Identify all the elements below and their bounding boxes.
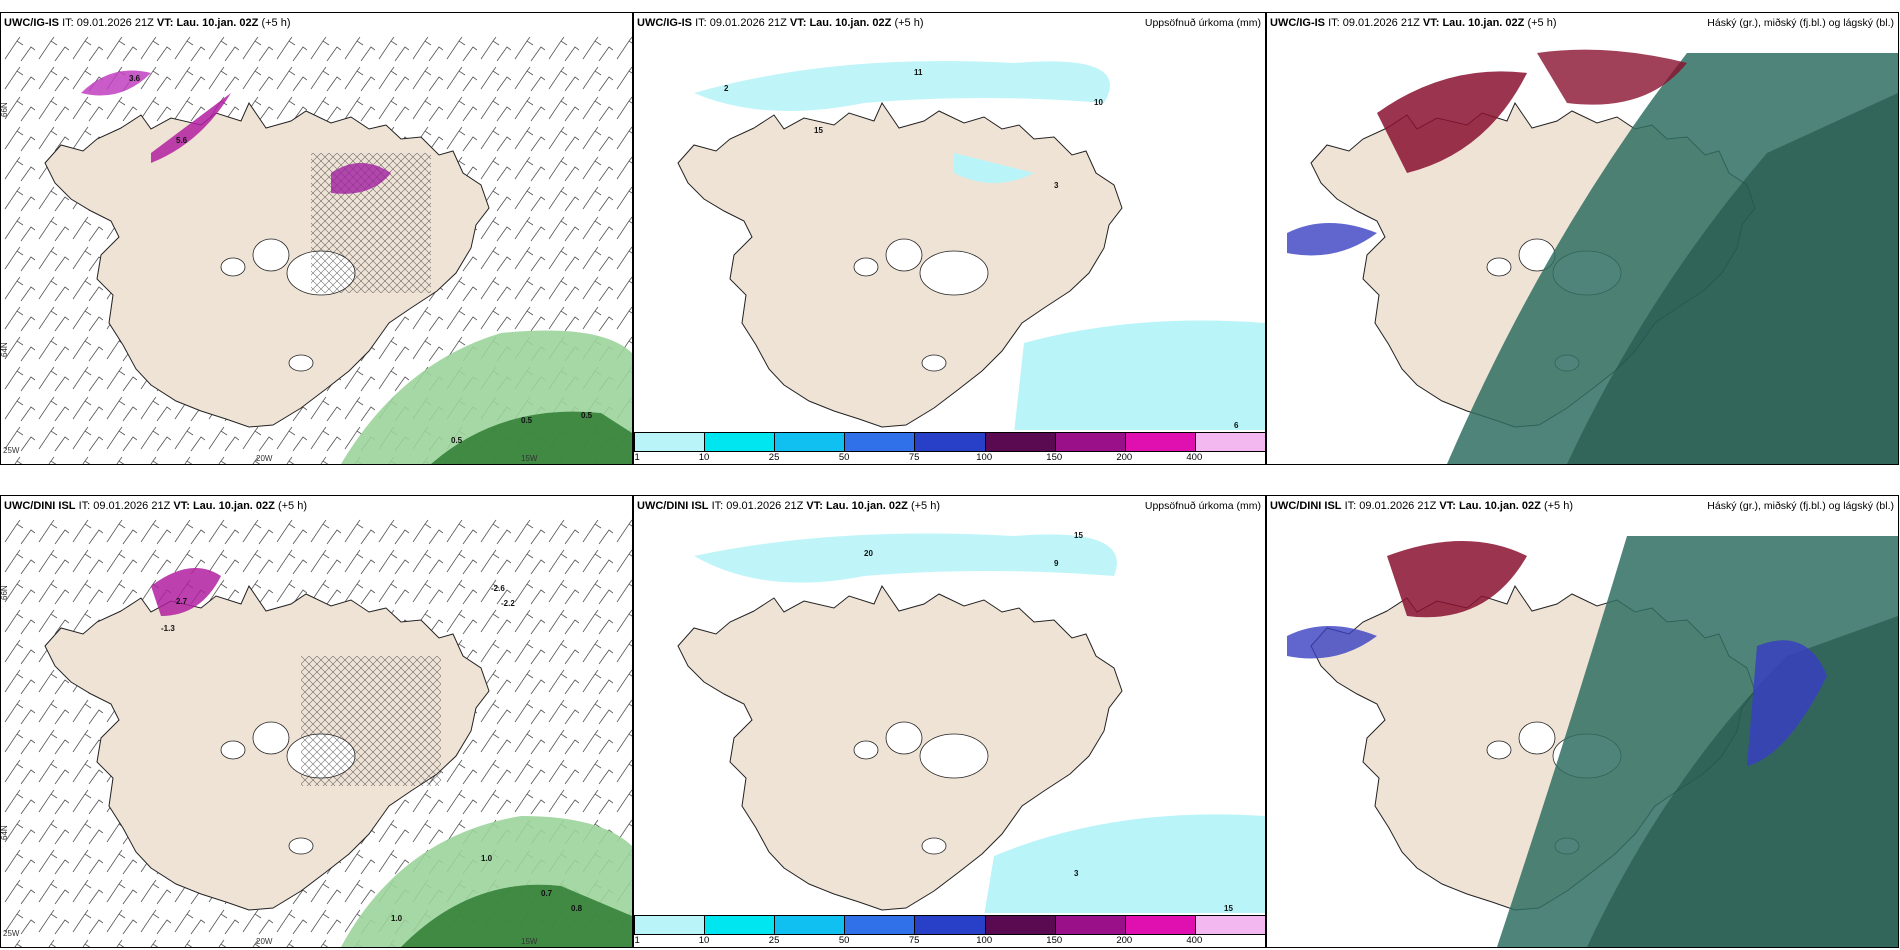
svg-text:0.5: 0.5: [581, 411, 593, 420]
svg-text:10: 10: [1094, 98, 1103, 107]
svg-text:25W: 25W: [3, 446, 20, 455]
wind-map: 2.7 -1.3 -2.6 -2.2 1.0 1.0 0.7 0.8 66N 6…: [1, 516, 632, 947]
svg-text:66N: 66N: [1, 585, 9, 600]
cloud-title: Háský (gr.), miðský (fj.bl.) og lágský (…: [1707, 17, 1894, 29]
svg-text:15: 15: [1224, 904, 1233, 913]
panel-header: UWC/IG-IS IT: 09.01.2026 21Z VT: Lau. 10…: [1, 13, 632, 33]
svg-text:1.0: 1.0: [481, 854, 493, 863]
svg-text:25W: 25W: [3, 929, 20, 938]
svg-text:15: 15: [1074, 531, 1083, 540]
svg-text:15: 15: [814, 126, 823, 135]
precip-colorbar: 1 10 25 50 75 100 150 200 400: [634, 913, 1265, 947]
panel-header: UWC/DINI ISL IT: 09.01.2026 21Z VT: Lau.…: [1, 496, 632, 516]
cloud-map: [1287, 536, 1898, 947]
cloud-map: [1287, 49, 1898, 464]
svg-text:0.5: 0.5: [451, 436, 463, 445]
svg-text:20W: 20W: [256, 454, 273, 463]
svg-text:-1.3: -1.3: [161, 624, 175, 633]
svg-text:5.6: 5.6: [176, 136, 188, 145]
svg-text:11: 11: [914, 68, 923, 77]
svg-text:2: 2: [724, 84, 729, 93]
precip-title: Uppsöfnuð úrkoma (mm): [1144, 17, 1261, 29]
panel-cloud-ig-is: UWC/IG-IS IT: 09.01.2026 21Z VT: Lau. 10…: [1266, 12, 1899, 465]
svg-text:1.0: 1.0: [391, 914, 403, 923]
panel-precip-ig-is: UWC/IG-IS IT: 09.01.2026 21Z VT: Lau. 10…: [633, 12, 1266, 465]
panel-cloud-dini: UWC/DINI ISL IT: 09.01.2026 21Z VT: Lau.…: [1266, 495, 1899, 948]
svg-text:20W: 20W: [256, 937, 273, 946]
svg-text:0.7: 0.7: [541, 889, 553, 898]
svg-text:15W: 15W: [521, 937, 538, 946]
svg-text:0.8: 0.8: [571, 904, 583, 913]
precip-colorbar: 1 10 25 50 75 100 150 200 400: [634, 430, 1265, 464]
svg-text:9: 9: [1054, 559, 1059, 568]
lat-label-66n: 66N: [1, 102, 9, 117]
svg-text:-2.6: -2.6: [491, 584, 505, 593]
svg-text:0.5: 0.5: [521, 416, 533, 425]
svg-text:15W: 15W: [521, 454, 538, 463]
wind-map: 3.6 5.6 0.5 0.5 0.5 66N 64N 25W 20W 15W: [1, 33, 632, 464]
panel-wind-ig-is: UWC/IG-IS IT: 09.01.2026 21Z VT: Lau. 10…: [0, 12, 633, 465]
svg-text:3: 3: [1074, 869, 1079, 878]
panel-header: UWC/DINI ISL IT: 09.01.2026 21Z VT: Lau.…: [1267, 496, 1898, 516]
panel-header: UWC/DINI ISL IT: 09.01.2026 21Z VT: Lau.…: [634, 496, 1265, 516]
panel-precip-dini: UWC/DINI ISL IT: 09.01.2026 21Z VT: Lau.…: [633, 495, 1266, 948]
precip-map: 20 15 9 3 15: [677, 531, 1265, 916]
panel-header: UWC/IG-IS IT: 09.01.2026 21Z VT: Lau. 10…: [1267, 13, 1898, 33]
svg-text:3: 3: [1054, 181, 1059, 190]
svg-text:64N: 64N: [1, 825, 9, 840]
panel-wind-dini: UWC/DINI ISL IT: 09.01.2026 21Z VT: Lau.…: [0, 495, 633, 948]
svg-text:6: 6: [1234, 421, 1239, 430]
panel-header: UWC/IG-IS IT: 09.01.2026 21Z VT: Lau. 10…: [634, 13, 1265, 33]
svg-text:3.6: 3.6: [129, 74, 141, 83]
precip-map: 2 11 10 15 3 6: [677, 61, 1265, 433]
svg-text:2.7: 2.7: [176, 597, 188, 606]
svg-text:-2.2: -2.2: [501, 599, 515, 608]
svg-text:64N: 64N: [1, 342, 9, 357]
svg-text:20: 20: [864, 549, 873, 558]
